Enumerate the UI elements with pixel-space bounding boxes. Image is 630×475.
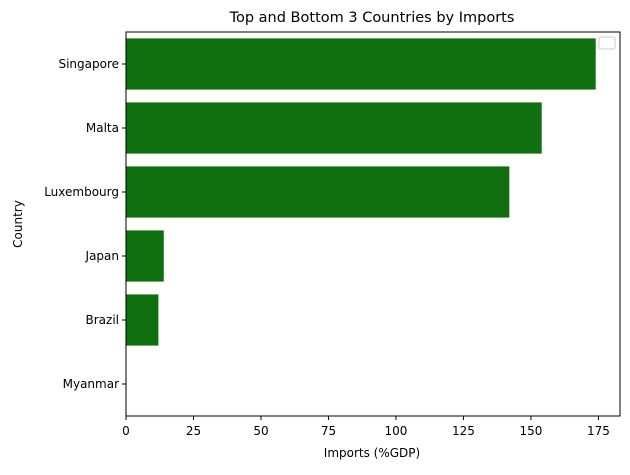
y-tick-label: Brazil <box>86 313 120 327</box>
bar-japan <box>126 230 164 282</box>
y-tick-label: Myanmar <box>63 377 119 391</box>
bar-singapore <box>126 38 596 90</box>
chart-title: Top and Bottom 3 Countries by Imports <box>229 10 515 26</box>
x-tick-label: 50 <box>253 424 268 438</box>
legend-box <box>598 36 616 50</box>
y-tick-label: Singapore <box>58 57 119 71</box>
x-tick-label: 175 <box>587 424 610 438</box>
x-tick-label: 125 <box>452 424 475 438</box>
x-tick-label: 25 <box>186 424 201 438</box>
x-tick-label: 150 <box>519 424 542 438</box>
y-tick-label: Japan <box>85 249 119 263</box>
x-axis-label: Imports (%GDP) <box>324 446 420 460</box>
bars-group <box>126 38 596 346</box>
bar-luxembourg <box>126 166 510 218</box>
y-tick-label: Malta <box>86 121 119 135</box>
y-axis-label: Country <box>11 200 25 248</box>
y-ticks-group: Singapore Malta Luxembourg Japan Brazil Myanm… <box>44 57 126 391</box>
bar-brazil <box>126 294 159 346</box>
plot-frame <box>125 31 621 417</box>
y-tick-label: Luxembourg <box>44 185 119 199</box>
x-tick-label: 75 <box>321 424 336 438</box>
x-tick-label: 100 <box>384 424 407 438</box>
x-ticks-group: 0 25 50 75 100 125 150 175 <box>122 416 610 438</box>
x-tick-label: 0 <box>122 424 130 438</box>
bar-malta <box>126 102 542 154</box>
